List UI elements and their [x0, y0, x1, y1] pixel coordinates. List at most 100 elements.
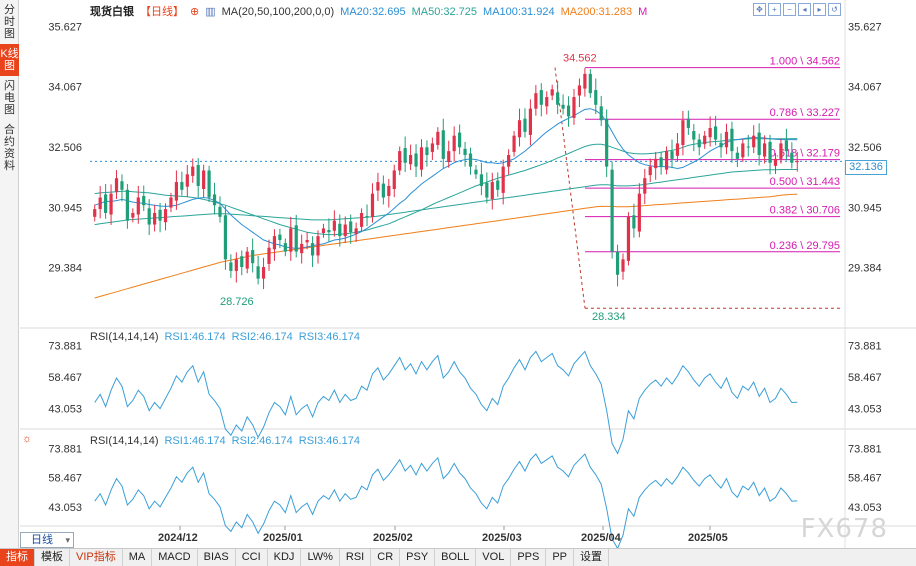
candle-body	[403, 148, 407, 163]
candle-body	[207, 170, 211, 198]
y-tick-label-right: 32.506	[848, 142, 882, 154]
candle-body	[463, 148, 467, 156]
candle-body	[572, 97, 576, 118]
candle-body	[615, 251, 620, 275]
x-tick-label: 2025/03	[482, 532, 522, 544]
chart-toolbar: ✥ + − ◂ ▸ ↺	[753, 3, 841, 16]
scroll-left-icon[interactable]: ◂	[798, 3, 811, 16]
candle-body	[327, 229, 331, 233]
btn-vol[interactable]: VOL	[476, 549, 512, 566]
btn-templates[interactable]: 模板	[35, 549, 70, 566]
btn-macd[interactable]: MACD	[152, 549, 198, 566]
candle-body	[245, 251, 249, 269]
candle-body	[719, 142, 723, 148]
candle-body	[599, 106, 603, 121]
rsi2-y-tick-left: 73.881	[48, 444, 82, 456]
reset-icon[interactable]: ↺	[828, 3, 841, 16]
move-icon[interactable]: ✥	[753, 3, 766, 16]
btn-vip-indicators[interactable]: VIP指标	[70, 549, 123, 566]
rsi1-y-tick-left: 58.467	[48, 372, 82, 384]
candle-body	[556, 92, 560, 105]
btn-bias[interactable]: BIAS	[198, 549, 236, 566]
candle-body	[501, 166, 505, 193]
rsi2-r3: RSI3:46.174	[298, 435, 360, 447]
candle-body	[414, 153, 418, 167]
candle-body	[539, 90, 543, 105]
high-annotation: 34.562	[563, 53, 597, 65]
zoom-out-icon[interactable]: −	[783, 3, 796, 16]
x-tick-label: 2025/02	[373, 532, 413, 544]
candle-body	[512, 135, 516, 152]
candle-body	[398, 151, 402, 171]
candle-body	[163, 209, 168, 223]
candle-body	[120, 181, 124, 190]
candle-body	[131, 212, 135, 218]
btn-boll[interactable]: BOLL	[435, 549, 477, 566]
candle-body	[643, 178, 647, 194]
candle-body	[795, 161, 799, 163]
rsi1-y-tick-right: 43.053	[848, 404, 882, 416]
candle-body	[654, 158, 658, 169]
candle-body	[256, 266, 260, 279]
period-selector[interactable]: 日线	[20, 532, 74, 548]
tab-contract-info[interactable]: 合约资料	[4, 124, 15, 172]
candle-body	[387, 185, 391, 196]
rsi2-legend: RSI(14,14,14) RSI1:46.174 RSI2:46.174 RSI3:…	[90, 435, 366, 447]
target-icon[interactable]: ⊕	[190, 6, 200, 18]
btn-kdj[interactable]: KDJ	[268, 549, 302, 566]
zoom-in-icon[interactable]: +	[768, 3, 781, 16]
candle-body	[741, 143, 745, 158]
candle-body	[114, 178, 119, 193]
watermark: FX678	[800, 514, 888, 544]
candle-body	[713, 126, 718, 140]
candle-body	[169, 197, 173, 208]
btn-cci[interactable]: CCI	[236, 549, 268, 566]
candle-body	[561, 104, 565, 109]
candle-body	[626, 216, 631, 261]
btn-psy[interactable]: PSY	[400, 549, 436, 566]
candles-group	[93, 68, 799, 290]
fib-trend-line	[554, 67, 586, 309]
candle-body	[610, 169, 614, 252]
candle-body	[305, 240, 309, 243]
m-label: M	[638, 6, 648, 18]
candle-body	[196, 165, 200, 186]
candle-body	[229, 262, 233, 271]
sun-icon[interactable]: ☼	[22, 433, 33, 445]
tab-flash-chart[interactable]: 闪电图	[4, 80, 15, 116]
btn-cr[interactable]: CR	[371, 549, 401, 566]
btn-indicators[interactable]: 指标	[0, 549, 35, 566]
tab-kline-chart[interactable]: K线图	[0, 44, 19, 76]
candle-body	[566, 105, 571, 117]
ma20-line	[94, 108, 798, 250]
btn-ma[interactable]: MA	[123, 549, 153, 566]
candle-body	[436, 131, 440, 145]
candle-body	[664, 151, 669, 170]
candle-body	[185, 174, 189, 187]
low1-annotation: 28.726	[220, 296, 254, 308]
candle-body	[430, 143, 434, 152]
candle-body	[708, 127, 712, 138]
btn-settings[interactable]: 设置	[574, 549, 610, 566]
candle-body	[365, 216, 369, 218]
fib-level-label: 0.382 \ 30.706	[770, 205, 840, 217]
btn-pps[interactable]: PPS	[511, 549, 547, 566]
y-tick-label-right: 34.067	[848, 82, 882, 94]
btn-pp[interactable]: PP	[546, 549, 575, 566]
candle-body	[202, 170, 206, 190]
candle-body	[93, 209, 97, 217]
btn-rsi[interactable]: RSI	[340, 549, 372, 566]
btn-lw[interactable]: LW%	[301, 549, 340, 566]
scroll-right-icon[interactable]: ▸	[813, 3, 826, 16]
candle-body	[735, 152, 739, 159]
candle-body	[517, 120, 522, 138]
candle-body	[534, 93, 538, 109]
candle-body	[752, 135, 756, 148]
tab-time-chart[interactable]: 分时图	[4, 4, 15, 40]
candle-body	[223, 215, 228, 260]
chart-svg[interactable]: 35.627 35.627 34.067 34.067 32.506 32.506 30.9…	[20, 0, 916, 550]
ma-chart-icon[interactable]: ▥	[205, 6, 216, 18]
instrument-name: 现货白银	[90, 6, 134, 18]
rsi1-y-tick-right: 73.881	[848, 341, 882, 353]
candle-body	[332, 220, 336, 231]
